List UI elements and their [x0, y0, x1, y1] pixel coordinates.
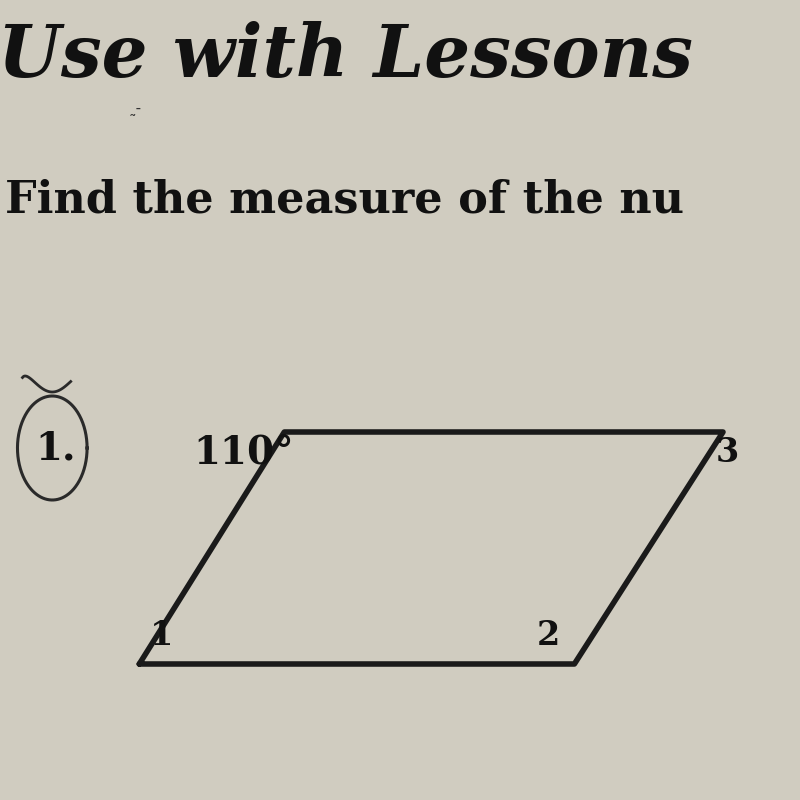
Text: 3: 3 — [716, 435, 739, 469]
Text: 1.: 1. — [36, 429, 76, 467]
Text: Find the measure of the nu: Find the measure of the nu — [5, 178, 684, 222]
Text: 2: 2 — [537, 619, 560, 652]
Text: 110°: 110° — [194, 433, 294, 471]
Text: Use with Lessons: Use with Lessons — [0, 21, 693, 91]
Text: 1: 1 — [150, 619, 174, 652]
Text: ˷-: ˷- — [129, 101, 142, 115]
